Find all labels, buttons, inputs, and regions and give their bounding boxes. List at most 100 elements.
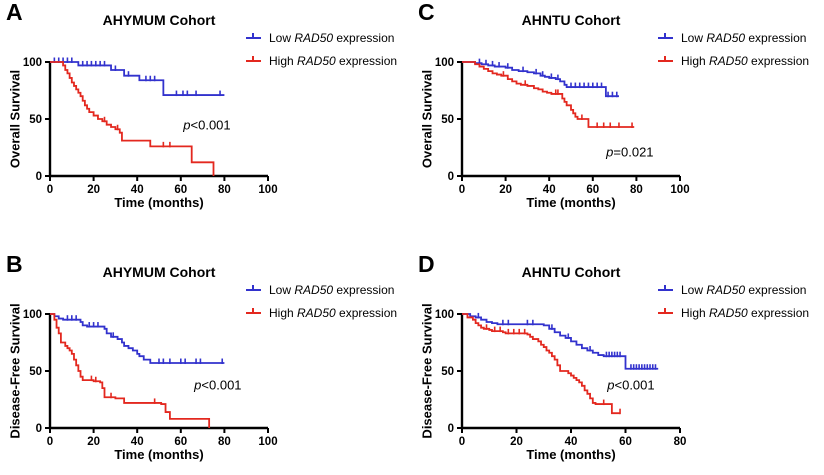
panel-a-inner: A AHYMUM Cohort Low RAD50 expression Hig… <box>0 0 412 237</box>
x-tick-label: 0 <box>459 184 465 196</box>
x-tick-label: 0 <box>47 436 53 448</box>
panel-letter: B <box>6 251 23 277</box>
p-value: p=0.021 <box>606 145 653 160</box>
km-plot: 0 50 100 0 20 40 60 80 100 <box>23 57 278 196</box>
p-number: =0.021 <box>613 144 654 160</box>
x-axis-label: Time (months) <box>114 195 204 210</box>
legend-label: High RAD50 expression <box>269 54 397 68</box>
y-axis-label: Overall Survival <box>419 69 435 169</box>
line-marker-icon <box>658 33 673 39</box>
km-curve <box>50 61 215 176</box>
x-tick-label: 100 <box>258 436 277 448</box>
legend-label: Low RAD50 expression <box>269 31 394 45</box>
p-number: <0.001 <box>190 117 231 133</box>
legend-label: High RAD50 expression <box>269 306 397 320</box>
legend-item-low: Low RAD50 expression <box>246 31 397 45</box>
gene-name: RAD50 <box>706 31 746 45</box>
x-tick-label: 60 <box>174 184 187 196</box>
y-tick-label: 0 <box>36 423 42 435</box>
censor-tick-icon <box>664 56 666 62</box>
legend-item-low: Low RAD50 expression <box>658 283 809 297</box>
gene-name: RAD50 <box>709 306 748 320</box>
y-tick-label: 100 <box>435 57 454 69</box>
gene-name: RAD50 <box>297 54 336 68</box>
x-tick-label: 60 <box>174 436 187 448</box>
p-value: p<0.001 <box>607 377 654 392</box>
km-curve <box>462 61 619 98</box>
legend-text: High <box>681 54 710 68</box>
km-curve <box>50 61 225 96</box>
x-tick-label: 20 <box>87 436 100 448</box>
panel-letter: A <box>6 0 23 25</box>
censor-tick-icon <box>664 285 666 291</box>
legend: Low RAD50 expression High RAD50 expressi… <box>246 283 397 320</box>
line-marker-icon <box>658 285 673 291</box>
line-marker-icon <box>658 308 673 314</box>
x-axis-label: Time (months) <box>526 447 616 462</box>
y-tick-label: 100 <box>23 57 42 69</box>
legend-text: expression <box>333 31 395 45</box>
legend-text: Low <box>269 31 295 45</box>
p-symbol: p <box>194 377 202 393</box>
x-tick-label: 0 <box>47 184 53 196</box>
panel-d-inner: D AHNTU Cohort Low RAD50 expression High… <box>412 252 824 475</box>
legend-label: High RAD50 expression <box>681 306 809 320</box>
p-value: p<0.001 <box>194 377 241 392</box>
chart-title: AHNTU Cohort <box>521 12 621 28</box>
km-curve <box>462 61 635 128</box>
legend-text: High <box>269 54 298 68</box>
legend-text: Low <box>681 31 707 45</box>
chart-title: AHYMUM Cohort <box>102 12 216 28</box>
censor-tick-icon <box>252 56 254 62</box>
legend-label: High RAD50 expression <box>681 54 809 68</box>
legend-item-high: High RAD50 expression <box>246 306 397 320</box>
panel-b: B AHYMUM Cohort Low RAD50 expression Hig… <box>0 237 412 475</box>
legend-text: expression <box>333 283 395 297</box>
legend-text: Low <box>269 283 295 297</box>
x-tick-label: 0 <box>459 436 465 448</box>
legend-text: expression <box>745 31 807 45</box>
legend-item-low: Low RAD50 expression <box>246 283 397 297</box>
legend-text: Low <box>681 283 707 297</box>
legend-item-high: High RAD50 expression <box>246 54 397 68</box>
panel-d: D AHNTU Cohort Low RAD50 expression High… <box>412 237 824 475</box>
panel-c: C AHNTU Cohort Low RAD50 expression High… <box>412 0 824 237</box>
p-number: <0.001 <box>614 377 655 393</box>
x-tick-label: 80 <box>674 436 687 448</box>
line-marker-icon <box>246 308 261 314</box>
axes <box>48 61 268 178</box>
x-tick-label: 40 <box>131 436 144 448</box>
line-marker-icon <box>246 56 261 62</box>
panel-letter: D <box>418 251 435 277</box>
km-plot: 0 50 100 0 20 40 60 80 100 <box>435 57 690 196</box>
gene-name: RAD50 <box>706 283 746 297</box>
legend-text: expression <box>747 306 810 320</box>
x-axis-label: Time (months) <box>526 195 616 210</box>
legend-label: Low RAD50 expression <box>269 283 394 297</box>
x-tick-label: 40 <box>543 184 556 196</box>
axes <box>48 313 268 430</box>
p-value: p<0.001 <box>183 117 230 132</box>
x-axis-label: Time (months) <box>114 447 204 462</box>
legend-label: Low RAD50 expression <box>681 283 806 297</box>
x-tick-label: 40 <box>131 184 144 196</box>
legend-item-low: Low RAD50 expression <box>658 31 809 45</box>
chart-title: AHYMUM Cohort <box>102 264 216 280</box>
legend-text: expression <box>747 54 810 68</box>
km-curve <box>462 313 659 370</box>
legend-text: expression <box>745 283 807 297</box>
chart-title: AHNTU Cohort <box>521 264 621 280</box>
legend-text: High <box>681 306 710 320</box>
x-tick-label: 100 <box>670 184 689 196</box>
line-marker-icon <box>246 285 261 291</box>
y-tick-label: 100 <box>23 309 42 321</box>
y-tick-label: 50 <box>441 114 454 126</box>
y-tick-label: 0 <box>36 171 42 183</box>
legend-label: Low RAD50 expression <box>681 31 806 45</box>
y-tick-label: 50 <box>441 366 454 378</box>
legend-text: expression <box>335 54 398 68</box>
panel-c-inner: C AHNTU Cohort Low RAD50 expression High… <box>412 0 824 237</box>
y-axis-label: Disease-Free Survival <box>419 303 435 439</box>
line-marker-icon <box>658 56 673 62</box>
p-symbol: p <box>183 117 191 133</box>
